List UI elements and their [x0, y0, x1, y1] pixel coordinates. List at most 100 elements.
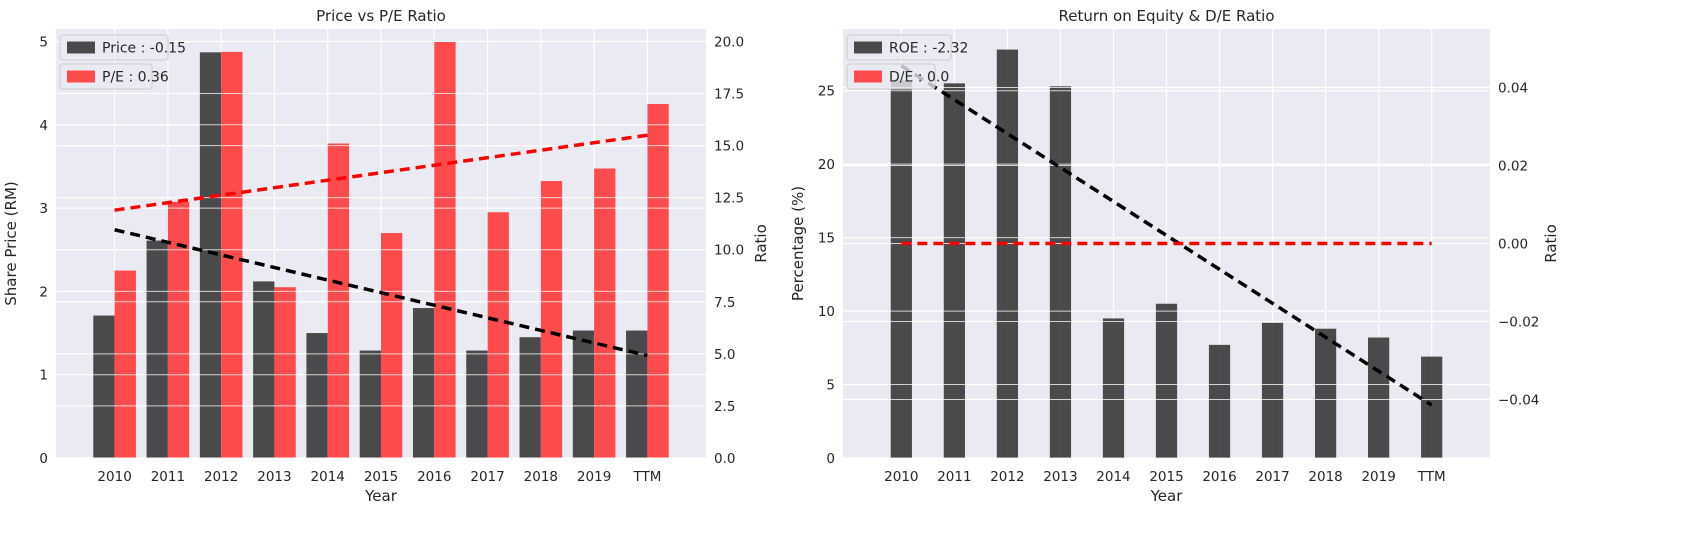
- legend-box: [59, 63, 153, 90]
- x-tick-label: 2017: [470, 469, 504, 485]
- chart-2: 0 5 10 15 20 25 −0.04 −0.02 0.00 0.02 0.04 2010 2011…: [789, 7, 1560, 505]
- bar-primary-2010: [93, 315, 115, 458]
- legend: ROE : -2.32 D/E : 0.0: [846, 34, 968, 90]
- bar-primary-2014: [306, 333, 328, 458]
- legend-swatch-secondary: [67, 70, 95, 83]
- y-axis-left: 0 1 2 3 4 5: [39, 34, 48, 467]
- y-tick-label: 10: [818, 304, 835, 320]
- bar-secondary-2010: [114, 270, 136, 458]
- x-tick-label: 2019: [577, 469, 611, 485]
- bar-secondary-2017: [487, 212, 509, 458]
- y2-tick-label: −0.04: [1498, 393, 1539, 409]
- bar-primary-2017: [466, 350, 488, 458]
- y-tick-label: 3: [39, 201, 48, 217]
- y2-axis-label: Ratio: [752, 224, 770, 263]
- y2-tick-label: −0.02: [1498, 315, 1539, 331]
- x-tick-label: TTM: [632, 469, 661, 485]
- bar-primary-2019: [1368, 337, 1390, 458]
- legend-label: D/E : 0.0: [889, 70, 949, 86]
- x-tick-label: 2012: [204, 469, 238, 485]
- legend-label: ROE : -2.32: [889, 41, 968, 57]
- y-tick-label: 25: [818, 84, 835, 100]
- bar-primary-2014: [1102, 318, 1125, 458]
- chart-1: 0 1 2 3 4 5 0.0 2.5 5.0 7.5 10.0 12.5 15.0 17.5 20.0 20…: [2, 7, 770, 505]
- y-tick-label: 0: [39, 451, 48, 467]
- x-tick-label: 2010: [884, 469, 918, 485]
- x-tick-label: 2018: [524, 469, 558, 485]
- y-tick-label: 5: [39, 34, 48, 50]
- y2-tick-label: 0.04: [1498, 81, 1528, 97]
- bar-secondary-2011: [167, 201, 190, 458]
- chart-title: Return on Equity & D/E Ratio: [1058, 7, 1274, 25]
- x-tick-label: 2010: [97, 469, 131, 485]
- y2-tick-label: 20.0: [714, 34, 744, 50]
- y2-tick-label: 10.0: [714, 243, 744, 259]
- x-tick-label: 2019: [1361, 469, 1395, 485]
- legend: Price : -0.15 P/E : 0.36: [59, 34, 186, 90]
- bar-primary-2015: [1155, 303, 1178, 458]
- x-tick-label: 2016: [417, 469, 451, 485]
- bars: [890, 49, 1443, 459]
- x-tick-label: 2012: [990, 469, 1024, 485]
- x-tick-label: 2013: [257, 469, 291, 485]
- trendline-secondary: [114, 133, 648, 212]
- x-tick-label: 2011: [151, 469, 185, 485]
- y2-tick-label: 5.0: [714, 347, 735, 363]
- bar-primary-2010: [890, 80, 912, 458]
- y-axis-right: 0.0 2.5 5.0 7.5 10.0 12.5 15.0 17.5 20.0: [714, 34, 744, 467]
- bar-primary-2018: [1314, 328, 1337, 458]
- y2-tick-label: 0.0: [714, 451, 735, 467]
- y-tick-label: 1: [39, 368, 48, 384]
- bar-primary-2016: [1208, 344, 1231, 458]
- y-tick-label: 20: [818, 157, 835, 173]
- bar-secondary-2018: [540, 181, 563, 458]
- x-tick-label: 2018: [1308, 469, 1342, 485]
- trendlines: [114, 133, 648, 358]
- bar-primary-2011: [146, 240, 168, 458]
- y2-tick-label: 17.5: [714, 87, 744, 103]
- legend-label: Price : -0.15: [102, 41, 186, 57]
- x-tick-label: 2016: [1202, 469, 1236, 485]
- y2-tick-label: 0.02: [1498, 159, 1528, 175]
- y2-axis-label: Ratio: [1542, 224, 1560, 263]
- bar-primary-2012: [199, 52, 222, 458]
- chart-title: Price vs P/E Ratio: [316, 7, 446, 25]
- x-tick-label: TTM: [1417, 469, 1446, 485]
- y2-tick-label: 12.5: [714, 191, 744, 207]
- bar-primary-2016: [412, 308, 435, 458]
- bar-primary-2012: [996, 49, 1019, 459]
- bar-secondary-2012: [221, 51, 243, 458]
- bar-secondary-2014: [327, 143, 350, 459]
- y2-tick-label: 0.00: [1498, 237, 1528, 253]
- x-tick-label: 2011: [937, 469, 971, 485]
- y-tick-label: 2: [39, 284, 48, 300]
- y-axis-right: −0.04 −0.02 0.00 0.02 0.04: [1498, 81, 1539, 409]
- trendline-primary: [114, 228, 648, 358]
- x-tick-label: 2013: [1043, 469, 1077, 485]
- y-axis-label: Percentage (%): [789, 186, 807, 301]
- legend-box: [846, 34, 952, 61]
- bar-secondary-2013: [274, 287, 296, 458]
- x-axis: 2010 2011 2012 2013 2014 2015 2016 2017 2018 2019…: [97, 469, 661, 485]
- x-tick-label: 2014: [311, 469, 345, 485]
- legend-label: P/E : 0.36: [102, 70, 169, 86]
- x-axis-label: Year: [1150, 487, 1184, 505]
- bar-primary-2018: [519, 337, 541, 458]
- x-tick-label: 2015: [364, 469, 398, 485]
- legend-swatch-secondary: [854, 70, 882, 83]
- bar-primary-2015: [359, 350, 381, 458]
- bars: [93, 41, 669, 459]
- bar-primary-2017: [1261, 322, 1284, 458]
- y2-tick-label: 15.0: [714, 139, 744, 155]
- y-tick-label: 0: [826, 451, 835, 467]
- x-tick-label: 2017: [1255, 469, 1289, 485]
- x-tick-label: 2014: [1096, 469, 1130, 485]
- bar-primary-TTM: [1421, 356, 1443, 458]
- y-tick-label: 15: [818, 231, 835, 247]
- y-axis-left: 0 5 10 15 20 25: [818, 84, 835, 467]
- bar-secondary-2015: [381, 233, 403, 458]
- y-tick-label: 5: [826, 378, 835, 394]
- bar-primary-2011: [943, 83, 965, 458]
